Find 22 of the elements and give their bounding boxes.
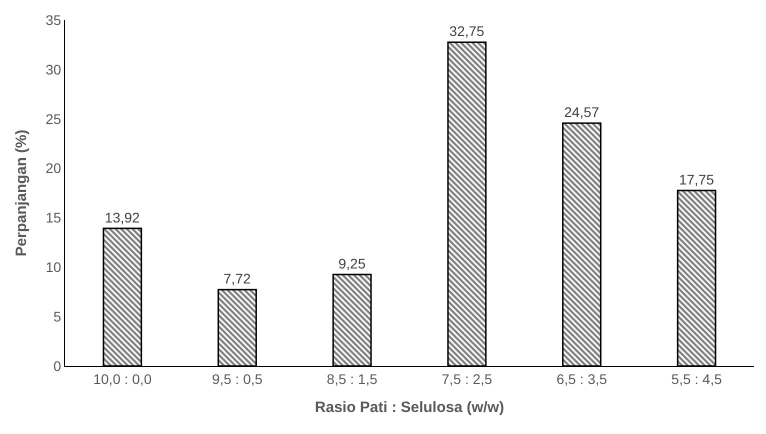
x-tick-label: 9,5 : 0,5 xyxy=(212,370,263,387)
y-tick-label: 25 xyxy=(46,110,62,127)
x-tick-label: 8,5 : 1,5 xyxy=(326,370,378,387)
y-tick-label: 35 xyxy=(46,12,62,28)
data-label: 7,72 xyxy=(224,270,251,287)
y-tick-label: 30 xyxy=(46,61,62,78)
data-label: 24,57 xyxy=(564,104,600,120)
x-axis-title: Rasio Pati : Selulosa (w/w) xyxy=(314,398,504,416)
x-tick-label: 5,5 : 4,5 xyxy=(671,370,722,387)
y-axis-title: Perpanjangan (%) xyxy=(12,130,30,256)
y-tick-label: 0 xyxy=(53,358,62,374)
y-tick-label: 5 xyxy=(53,308,62,324)
x-tick-label: 6,5 : 3,5 xyxy=(556,370,608,387)
data-label: 17,75 xyxy=(678,172,714,188)
data-label: 13,92 xyxy=(104,209,140,226)
y-tick-label: 10 xyxy=(46,259,62,276)
y-tick-label: 20 xyxy=(46,160,62,176)
data-label: 32,75 xyxy=(449,23,485,40)
x-tick-label: 7,5 : 2,5 xyxy=(442,370,492,387)
data-label: 9,25 xyxy=(338,256,366,272)
x-tick-label: 10,0 : 0,0 xyxy=(93,370,152,387)
y-tick-label: 15 xyxy=(46,210,62,226)
